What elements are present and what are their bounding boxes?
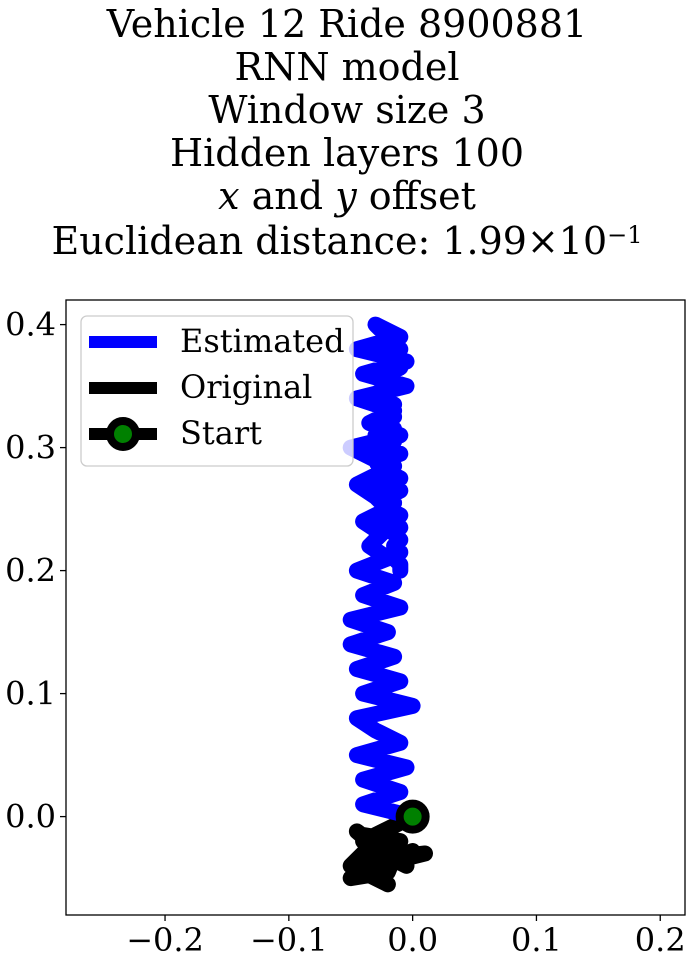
y-tick-label: 0.2 (5, 552, 56, 590)
legend: Estimated Original Start (80, 315, 354, 467)
distance-mantissa: 1.99 (442, 219, 527, 263)
offset-x-var: x (218, 174, 240, 218)
title-line-distance: Euclidean distance: 1.99×10−1 (0, 219, 694, 263)
x-tick-label: 0.1 (511, 921, 562, 959)
x-tick-label: −0.2 (126, 921, 204, 959)
y-tick-label: 0.1 (5, 675, 56, 713)
title-line-2: RNN model (234, 45, 460, 89)
title-line-1: Vehicle 12 Ride 8900881 (106, 2, 588, 46)
series-line-estimated (342, 316, 421, 825)
legend-label-estimated: Estimated (180, 322, 345, 360)
title-line-offset: x and y offset (0, 177, 694, 215)
offset-y-var: y (335, 174, 357, 218)
y-tick-label: 0.4 (5, 306, 56, 344)
legend-label-original: Original (180, 368, 312, 406)
lines-layer (342, 316, 433, 893)
x-tick-label: 0.2 (635, 921, 686, 959)
title-line-3: Window size 3 (208, 88, 486, 132)
title-line-4: Hidden layers 100 (169, 131, 525, 175)
y-tick-label: 0.0 (5, 798, 56, 836)
distance-base: 10 (558, 219, 608, 263)
series-line-original (342, 808, 433, 893)
offset-rest: offset (356, 174, 476, 218)
offset-and: and (239, 174, 336, 218)
ticks-layer: −0.2 −0.1 0.0 0.1 0.2 0.0 0.1 0.2 0.3 0.4 (5, 306, 686, 959)
x-tick-label: −0.1 (250, 921, 328, 959)
legend-label-start: Start (180, 414, 262, 452)
distance-prefix: Euclidean distance: (51, 219, 443, 263)
axes-frame (65, 299, 686, 916)
y-tick-label: 0.3 (5, 429, 56, 467)
distance-exponent: −1 (607, 221, 643, 249)
distance-times: × (526, 219, 559, 263)
legend-marker-start (106, 417, 140, 451)
start-marker (395, 799, 430, 834)
x-tick-label: 0.0 (387, 921, 438, 959)
